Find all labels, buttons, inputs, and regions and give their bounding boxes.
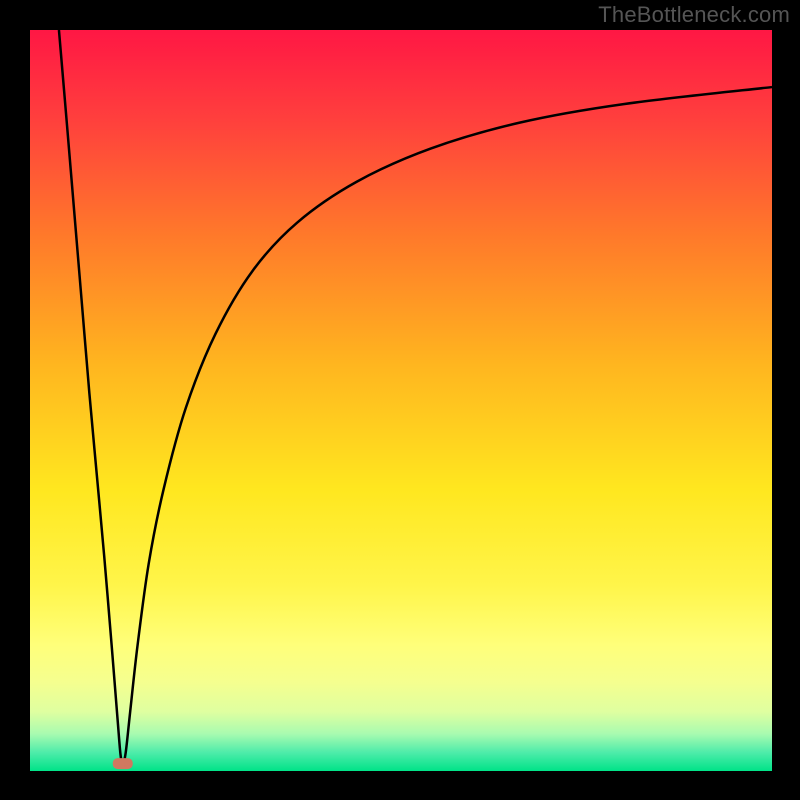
- bottleneck-chart: TheBottleneck.com: [0, 0, 800, 800]
- chart-svg: [0, 0, 800, 800]
- watermark-text: TheBottleneck.com: [598, 2, 790, 28]
- plot-background-gradient: [30, 30, 772, 771]
- minimum-marker: [113, 758, 133, 769]
